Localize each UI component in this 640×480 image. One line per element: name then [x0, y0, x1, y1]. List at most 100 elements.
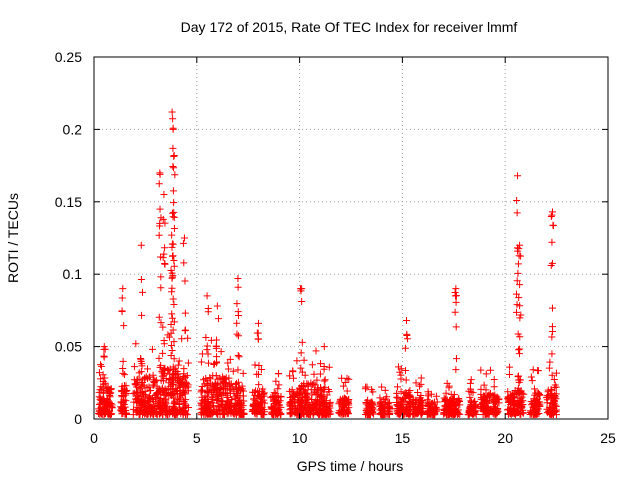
- data-point: [106, 390, 114, 398]
- data-point: [406, 397, 414, 405]
- data-point: [529, 366, 537, 374]
- data-point: [403, 407, 411, 415]
- data-point: [169, 144, 177, 152]
- data-point: [467, 385, 475, 393]
- data-point: [314, 397, 322, 405]
- data-point: [227, 399, 235, 407]
- data-point: [163, 406, 171, 414]
- data-point: [534, 367, 542, 375]
- data-point: [119, 405, 127, 413]
- data-point: [339, 382, 347, 390]
- data-point: [204, 359, 212, 367]
- data-point: [199, 386, 207, 394]
- data-point: [103, 384, 111, 392]
- data-point: [482, 410, 490, 418]
- data-point: [168, 392, 176, 400]
- data-point: [155, 180, 163, 188]
- data-point: [442, 389, 450, 397]
- data-point: [133, 376, 141, 384]
- data-point: [292, 404, 300, 412]
- data-point: [470, 397, 478, 405]
- data-point: [137, 276, 145, 284]
- data-point: [277, 403, 285, 411]
- data-point: [274, 370, 282, 378]
- data-point: [486, 366, 494, 374]
- data-point: [406, 387, 414, 395]
- data-point: [169, 385, 177, 393]
- data-point: [369, 388, 377, 396]
- data-point: [516, 345, 524, 353]
- grid: [94, 57, 608, 419]
- data-point: [168, 314, 176, 322]
- data-point: [401, 366, 409, 374]
- data-point: [120, 322, 128, 330]
- data-point: [393, 383, 401, 391]
- data-point: [159, 254, 167, 262]
- data-point: [288, 386, 296, 394]
- data-point: [514, 172, 522, 180]
- data-point: [160, 340, 168, 348]
- data-point: [138, 397, 146, 405]
- data-point: [118, 294, 126, 302]
- data-point: [379, 410, 387, 418]
- data-point: [297, 401, 305, 409]
- data-point: [409, 403, 417, 411]
- data-point: [228, 395, 236, 403]
- data-point: [504, 395, 512, 403]
- data-point: [233, 300, 241, 308]
- data-point: [178, 335, 186, 343]
- data-point: [511, 410, 519, 418]
- data-point: [299, 405, 307, 413]
- data-point: [137, 389, 145, 397]
- data-point: [548, 211, 556, 219]
- data-point: [383, 393, 391, 401]
- data-point: [363, 411, 371, 419]
- data-point: [446, 410, 454, 418]
- data-point: [416, 382, 423, 390]
- data-point: [225, 374, 233, 382]
- data-point: [234, 352, 242, 360]
- data-point: [275, 381, 283, 389]
- data-point: [204, 400, 212, 408]
- data-point: [477, 385, 485, 393]
- data-point: [97, 361, 105, 369]
- data-point: [548, 371, 556, 379]
- data-point: [477, 404, 485, 412]
- data-point: [490, 408, 498, 416]
- data-point: [138, 360, 146, 368]
- data-point: [181, 309, 189, 317]
- data-point: [287, 409, 295, 417]
- data-point: [170, 301, 178, 309]
- data-point: [131, 380, 139, 388]
- data-point: [272, 399, 280, 407]
- data-point: [130, 363, 138, 371]
- data-point: [512, 308, 520, 316]
- data-point: [136, 410, 144, 418]
- data-point: [403, 317, 411, 325]
- data-point: [548, 208, 556, 216]
- data-point: [213, 358, 221, 366]
- data-point: [147, 386, 155, 394]
- data-point: [151, 398, 159, 406]
- data-point: [403, 335, 411, 343]
- data-point: [514, 260, 522, 268]
- data-point: [548, 350, 556, 358]
- data-point: [411, 408, 419, 416]
- data-point: [234, 283, 242, 291]
- data-point: [513, 290, 521, 298]
- data-point: [169, 115, 177, 123]
- data-point: [168, 243, 176, 251]
- data-point: [445, 384, 453, 392]
- data-point: [380, 396, 388, 404]
- data-point: [226, 355, 234, 363]
- data-point: [417, 374, 425, 382]
- data-point: [165, 379, 173, 387]
- data-point: [321, 399, 329, 407]
- data-point: [141, 387, 149, 395]
- data-point: [197, 409, 205, 417]
- data-point: [320, 377, 328, 385]
- data-point: [170, 257, 178, 265]
- data-points: [95, 108, 560, 419]
- data-point: [440, 394, 448, 402]
- data-point: [549, 222, 557, 230]
